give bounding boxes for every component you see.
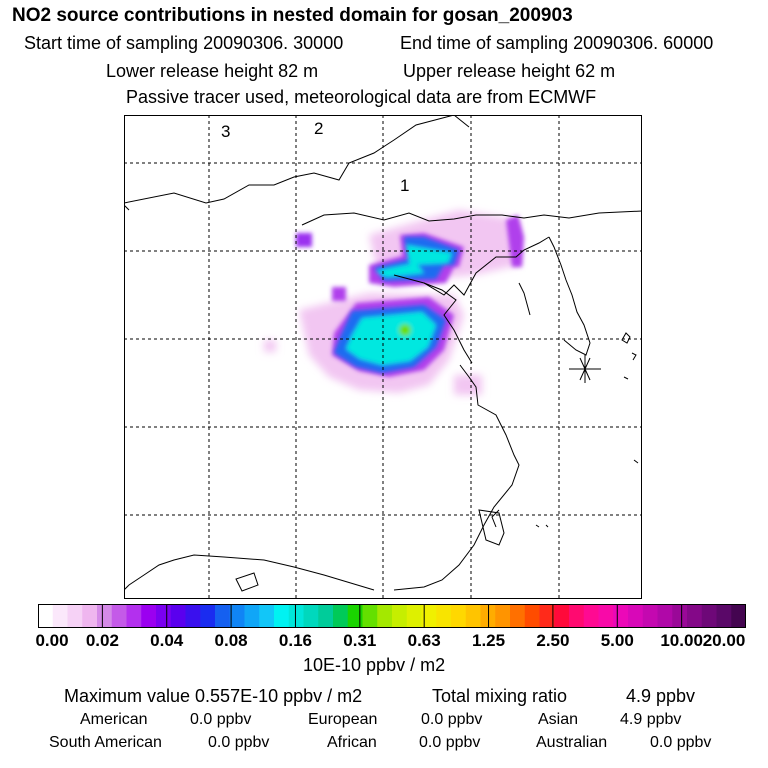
colorbar-cell xyxy=(731,604,746,628)
colorbar-cell xyxy=(377,604,393,628)
colorbar-cell xyxy=(67,604,83,628)
colorbar-cell xyxy=(510,604,526,628)
colorbar-cell xyxy=(97,604,113,628)
source-american-value: 0.0 ppbv xyxy=(190,711,252,728)
source-european-value: 0.0 ppbv xyxy=(421,711,483,728)
map-frame xyxy=(124,115,642,599)
colorbar-cell xyxy=(259,604,275,628)
colorbar-cell xyxy=(672,604,688,628)
colorbar-cell xyxy=(229,604,246,628)
colorbar-cell xyxy=(436,604,452,628)
colorbar-cell xyxy=(539,604,555,628)
colorbar-cell xyxy=(347,604,364,628)
colorbar-tick-label: 0.16 xyxy=(278,631,312,650)
source-australian-value: 0.0 ppbv xyxy=(650,734,712,751)
total-mixing-label: Total mixing ratio xyxy=(432,686,568,706)
colorbar-cell xyxy=(598,604,614,628)
colorbar-cell xyxy=(524,604,541,628)
colorbar-cell xyxy=(318,604,334,628)
colorbar-cell xyxy=(111,604,128,628)
colorbar-cell xyxy=(244,604,260,628)
colorbar-cell xyxy=(200,604,216,628)
colorbar-cell xyxy=(82,604,98,628)
colorbar-cell xyxy=(421,604,437,628)
colorbar-cell xyxy=(628,604,644,628)
colorbar-cell xyxy=(52,604,69,628)
colorbar-cell xyxy=(126,604,142,628)
colorbar-units: 10E-10 ppbv / m2 xyxy=(303,655,446,675)
source-european-name: European xyxy=(308,711,378,728)
coastlines xyxy=(124,115,642,592)
source-asian-value: 4.9 ppbv xyxy=(620,711,682,728)
colorbar-cell xyxy=(451,604,467,628)
colorbar-cell xyxy=(141,604,157,628)
end-time-text: End time of sampling 20090306. 60000 xyxy=(400,33,714,53)
region-label-2: 2 xyxy=(314,119,323,138)
colorbar-cell xyxy=(333,604,349,628)
colorbar-tick-label: 0.31 xyxy=(343,631,377,650)
colorbar-cell xyxy=(288,604,305,628)
lower-release-text: Lower release height 82 m xyxy=(106,61,319,81)
colorbar-cell xyxy=(583,604,600,628)
colorbar-tick-label: 5.00 xyxy=(600,631,634,650)
colorbar-cell xyxy=(362,604,378,628)
colorbar-tick-label: 0.02 xyxy=(85,631,119,650)
colorbar-tick-label: 1.25 xyxy=(471,631,506,650)
colorbar-cell xyxy=(495,604,511,628)
source-south-american-value: 0.0 ppbv xyxy=(208,734,270,751)
concentration-map: 3 2 1 xyxy=(124,115,642,599)
region-label-3: 3 xyxy=(221,122,230,141)
colorbar-tick-label: 20.00 xyxy=(702,631,746,650)
colorbar-cell xyxy=(554,604,570,628)
colorbar-cell xyxy=(687,604,703,628)
source-african-value: 0.0 ppbv xyxy=(419,734,481,751)
colorbar-cell xyxy=(392,604,408,628)
colorbar-cell xyxy=(215,604,231,628)
colorbar-cell xyxy=(657,604,673,628)
colorbar-cell xyxy=(642,604,659,628)
region-label-1: 1 xyxy=(400,176,409,195)
colorbar-cell xyxy=(38,604,54,628)
colorbar-cell xyxy=(465,604,482,628)
colorbar-tick-label: 0.00 xyxy=(35,631,69,650)
total-mixing-value: 4.9 ppbv xyxy=(626,686,696,706)
max-value-text: Maximum value 0.557E-10 ppbv / m2 xyxy=(64,686,363,706)
upper-release-text: Upper release height 62 m xyxy=(403,61,616,81)
source-asian-name: Asian xyxy=(538,711,579,728)
source-south-american-name: South American xyxy=(49,734,162,751)
chart-title: NO2 source contributions in nested domai… xyxy=(12,5,573,26)
tracer-note: Passive tracer used, meteorological data… xyxy=(126,87,597,107)
colorbar-tick-label: 0.04 xyxy=(150,631,184,650)
colorbar xyxy=(38,604,746,628)
colorbar-cell xyxy=(701,604,718,628)
colorbar-cell xyxy=(613,604,629,628)
source-african-name: African xyxy=(327,734,377,751)
colorbar-tick-label: 0.63 xyxy=(407,631,441,650)
source-australian-name: Australian xyxy=(536,734,608,751)
colorbar-tick-label: 2.50 xyxy=(536,631,570,650)
colorbar-cell xyxy=(569,604,585,628)
colorbar-cell xyxy=(185,604,201,628)
colorbar-tick-label: 10.00 xyxy=(660,631,703,650)
start-time-text: Start time of sampling 20090306. 30000 xyxy=(24,33,344,53)
receptor-star-icon xyxy=(569,355,601,383)
colorbar-tick-label: 0.08 xyxy=(214,631,248,650)
colorbar-cell xyxy=(170,604,187,628)
colorbar-cell xyxy=(274,604,290,628)
colorbar-cell xyxy=(303,604,319,628)
colorbar-cell xyxy=(716,604,732,628)
colorbar-cell xyxy=(406,604,423,628)
gridlines xyxy=(124,115,642,599)
colorbar-cell xyxy=(156,604,172,628)
source-american-name: American xyxy=(80,711,148,728)
